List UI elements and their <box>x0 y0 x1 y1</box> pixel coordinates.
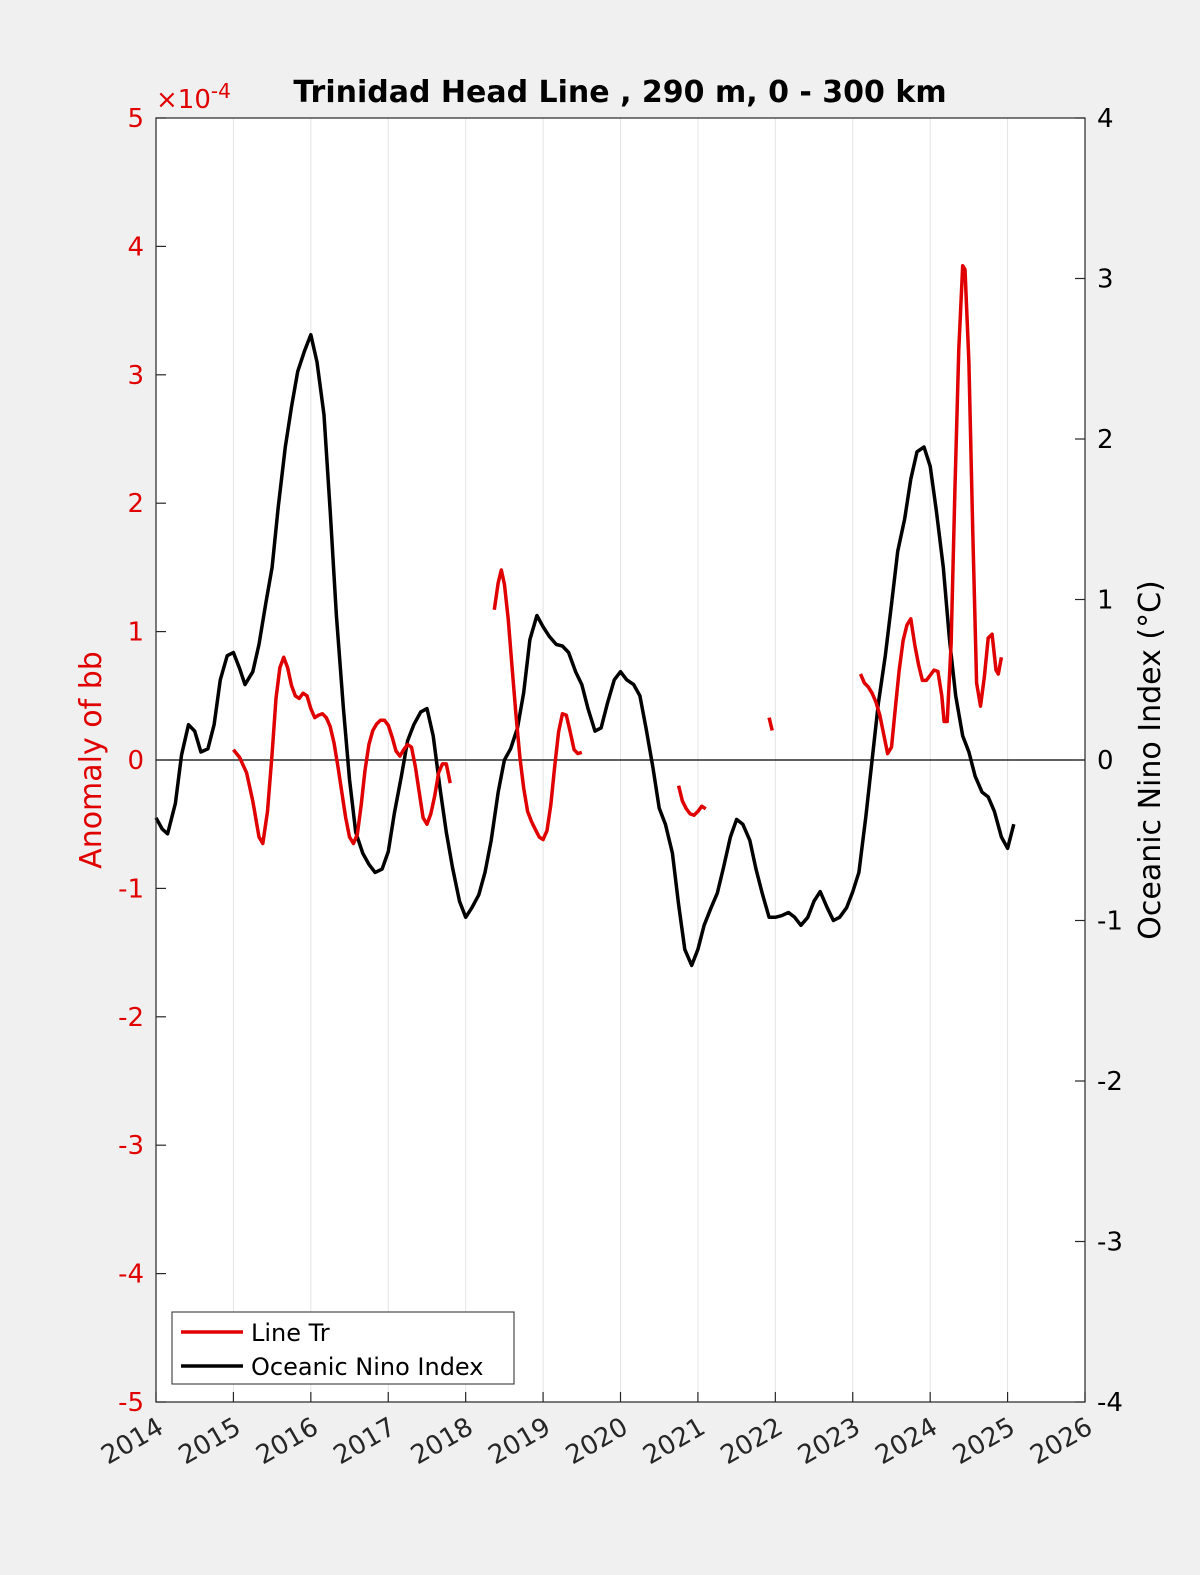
x-tick-label: 2016 <box>251 1412 323 1471</box>
left-tick-label: -2 <box>118 1003 144 1033</box>
series-line-line-tr <box>232 655 452 846</box>
right-axis-label: Oceanic Nino Index (°C) <box>1133 580 1168 940</box>
right-tick-label: -2 <box>1097 1067 1123 1097</box>
x-tick-label: 2018 <box>406 1412 478 1471</box>
series-group <box>154 263 1016 968</box>
left-axis-label: Anomaly of bb <box>74 651 109 869</box>
legend: Line Tr Oceanic Nino Index <box>171 1311 515 1385</box>
x-tick-label: 2015 <box>174 1412 246 1471</box>
x-tick-label: 2019 <box>483 1412 555 1471</box>
right-y-axis: -4 -3 -2 -1 0 1 2 3 4 <box>1075 104 1123 1418</box>
left-y-axis: -5 -4 -3 -2 -1 0 1 2 3 4 5 <box>118 104 166 1418</box>
x-tick-label: 2022 <box>716 1412 788 1471</box>
right-tick-label: 4 <box>1097 104 1114 134</box>
left-tick-label: 4 <box>127 232 144 262</box>
x-tick-label: 2020 <box>561 1412 633 1471</box>
chart-title: Trinidad Head Line , 290 m, 0 - 300 km <box>293 75 946 110</box>
right-tick-label: -1 <box>1097 907 1123 937</box>
left-tick-label: -4 <box>118 1260 144 1290</box>
series-line-line-tr <box>676 785 707 817</box>
x-tick-label: 2014 <box>96 1412 168 1471</box>
left-tick-label: -5 <box>118 1388 144 1418</box>
series-line-oceanic-nino-index <box>154 332 1016 968</box>
x-tick-label: 2025 <box>948 1412 1020 1471</box>
exponent-multiplier: ×10-4 <box>156 79 231 115</box>
right-tick-label: 2 <box>1097 425 1114 455</box>
legend-box <box>171 1311 515 1385</box>
legend-label-line-tr: Line Tr <box>251 1319 330 1347</box>
right-tick-label: -3 <box>1097 1228 1123 1258</box>
right-tick-label: -4 <box>1097 1388 1123 1418</box>
left-tick-label: 2 <box>127 489 144 519</box>
left-tick-label: 1 <box>127 618 144 648</box>
x-tick-label: 2021 <box>638 1412 710 1471</box>
right-tick-label: 0 <box>1097 746 1114 776</box>
x-tick-label: 2026 <box>1025 1412 1097 1471</box>
series-line-line-tr <box>767 717 774 731</box>
right-tick-label: 1 <box>1097 586 1114 616</box>
left-tick-label: -3 <box>118 1131 144 1161</box>
legend-label-oni: Oceanic Nino Index <box>251 1353 483 1381</box>
right-tick-label: 3 <box>1097 265 1114 295</box>
left-tick-label: 5 <box>127 104 144 134</box>
series-line-line-tr <box>492 568 583 842</box>
left-tick-label: 3 <box>127 361 144 391</box>
x-tick-label: 2017 <box>329 1412 401 1471</box>
left-tick-label: -1 <box>118 874 144 904</box>
series-line-line-tr <box>858 263 1004 756</box>
x-axis: 2014 2015 2016 2017 2018 2019 2020 2021 2022 2023… <box>96 1392 1098 1471</box>
x-tick-label: 2023 <box>793 1412 865 1471</box>
left-tick-label: 0 <box>127 746 144 776</box>
x-tick-label: 2024 <box>871 1412 943 1471</box>
